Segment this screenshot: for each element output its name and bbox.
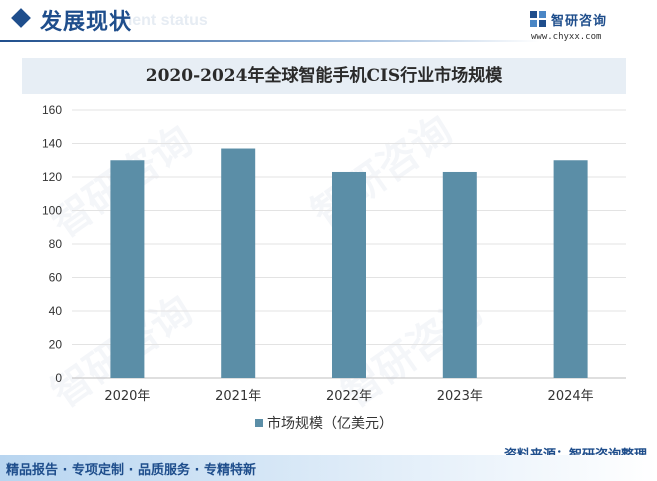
- y-tick-label: 100: [42, 204, 62, 218]
- bar: [332, 171, 366, 378]
- brand-name: 智研咨询: [551, 14, 608, 29]
- legend-swatch: [255, 419, 263, 427]
- header-ghost-text: ment status: [118, 12, 208, 29]
- legend-label: 市场规模（亿美元）: [267, 416, 393, 432]
- bar: [442, 171, 477, 378]
- x-tick-label: 2020年: [104, 389, 150, 404]
- header: ment status 发展现状: [0, 0, 657, 44]
- y-tick-label: 20: [49, 338, 63, 352]
- y-tick-label: 80: [49, 237, 63, 251]
- chart-container: 2020-2024年全球智能手机CIS行业市场规模 0 20 40 60 80 100 12…: [22, 58, 626, 440]
- y-tick-label: 160: [42, 103, 62, 117]
- chart-legend: 市场规模（亿美元）: [22, 413, 626, 433]
- y-tick-label: 120: [42, 170, 62, 184]
- x-tick-label: 2024年: [548, 389, 594, 404]
- brand-url: www.chyxx.com: [531, 32, 602, 42]
- footer-text: 精品报告 · 专项定制 · 品质服务 · 专精特新: [6, 463, 256, 478]
- y-tick-label: 140: [42, 137, 62, 151]
- footer-bar: 精品报告 · 专项定制 · 品质服务 · 专精特新: [0, 455, 657, 481]
- diamond-icon: [11, 8, 31, 28]
- x-tick-label: 2023年: [437, 389, 483, 404]
- brand-logo-block: 智研咨询 www.chyxx.com: [529, 8, 639, 44]
- bar: [553, 160, 588, 378]
- y-tick-label: 0: [55, 371, 62, 385]
- chyxx-logo-icon: [530, 11, 546, 27]
- bar: [110, 160, 145, 378]
- y-tick-label: 40: [49, 304, 63, 318]
- chart-title: 2020-2024年全球智能手机CIS行业市场规模: [145, 66, 503, 86]
- x-tick-label: 2022年: [326, 389, 372, 404]
- x-tick-label: 2021年: [215, 389, 261, 404]
- bar-chart: 0 20 40 60 80 100 120 140 160 2020年 2021年 2022年 2023…: [42, 103, 626, 404]
- y-tick-label: 60: [49, 271, 63, 285]
- header-divider: [0, 40, 540, 42]
- chart-title-bar: [22, 58, 626, 94]
- bar: [221, 148, 256, 378]
- page-title: 发展现状: [40, 10, 133, 35]
